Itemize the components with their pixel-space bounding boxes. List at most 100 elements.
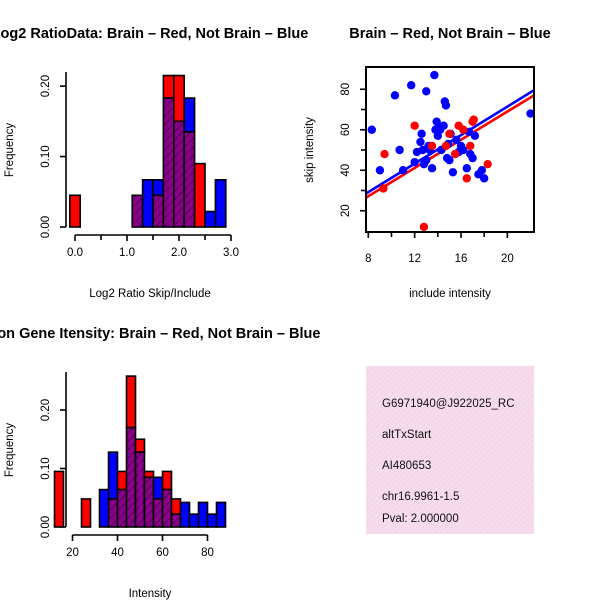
hist3-x-tick-label-2: 60 — [156, 547, 169, 559]
not-brain-point-36 — [468, 153, 477, 163]
ratio-histogram: Log2 RatioData: Brain – Red, Not Brain –… — [0, 26, 308, 300]
hist3-brain-bar-0 — [53, 470, 65, 528]
scatter-x-tick-label-1: 12 — [408, 253, 421, 265]
not-brain-point-43 — [419, 159, 429, 169]
scatter-y-tick-label-3: 80 — [340, 83, 352, 96]
not-brain-point-42 — [398, 166, 408, 175]
not-brain-point-1 — [375, 166, 385, 175]
scatter-plot-frame — [365, 66, 535, 233]
hist3-brain-bar-9 — [134, 438, 146, 453]
not-brain-point-3 — [395, 145, 404, 155]
not-brain-point-5 — [410, 157, 419, 167]
hist3-not-brain-bar-16 — [197, 501, 209, 528]
hist1-brain-bar-10 — [173, 74, 186, 123]
info-event-type: altTxStart — [382, 429, 432, 441]
hist3-overlap-bar-6 — [107, 498, 119, 528]
not-brain-point-40 — [479, 174, 489, 183]
scatter-x-tick-label-3: 20 — [501, 253, 514, 265]
not-brain-point-41 — [526, 109, 534, 118]
not-brain-point-0 — [367, 125, 376, 134]
hist3-y-tick-label-0: 0.00 — [40, 516, 52, 538]
hist3-brain-bar-8 — [125, 375, 137, 429]
hist3-not-brain-bar-15 — [188, 513, 200, 528]
brain-point-9 — [459, 125, 468, 134]
brain-point-3 — [419, 222, 429, 232]
not-brain-point-15 — [430, 70, 439, 80]
hist1-not-brain-bar-11 — [183, 97, 196, 133]
brain-point-7 — [451, 149, 460, 159]
hist1-x-tick-label-2: 2.0 — [171, 247, 187, 259]
hist1-x-tick-label-3: 3.0 — [223, 247, 239, 259]
hist3-not-brain-bar-11 — [152, 476, 164, 500]
not-brain-point-4 — [406, 81, 416, 90]
hist1-x-tick-label-0: 0.0 — [67, 247, 83, 259]
hist1-not-brain-bar-14 — [214, 178, 227, 228]
intensity-scatter: Brain – Red, Not Brain – Blue include in… — [304, 26, 551, 300]
hist3-y-tick-label-1: 0.10 — [40, 457, 52, 479]
brain-point-10 — [462, 174, 471, 183]
ratio-histogram-xlabel: Log2 Ratio Skip/Include — [89, 288, 210, 300]
hist1-y-tick-label-1: 0.10 — [40, 145, 52, 167]
not-brain-point-34 — [462, 164, 471, 173]
hist1-x-tick-label-1: 1.0 — [119, 247, 135, 259]
hist1-y-tick-label-0: 0.00 — [40, 216, 52, 238]
info-pval: Pval: 2.000000 — [382, 513, 459, 525]
hist3-overlap-bar-10 — [143, 476, 155, 528]
hist3-overlap-bar-13 — [170, 513, 182, 528]
not-brain-point-39 — [477, 166, 487, 175]
hist3-not-brain-bar-18 — [215, 501, 227, 528]
brain-point-5 — [441, 141, 451, 151]
intensity-histogram-title: Exon Gene Itensity: Brain – Red, Not Bra… — [0, 326, 320, 342]
intensity-histogram-ylabel: Frequency — [4, 423, 16, 478]
scatter-y-tick-label-2: 60 — [340, 123, 352, 136]
hist1-overlap-bar-8 — [152, 194, 165, 228]
hist3-overlap-bar-11 — [152, 498, 164, 528]
not-brain-point-22 — [439, 121, 448, 130]
scatter-y-tick-label-1: 40 — [340, 164, 352, 177]
hist3-x-tick-label-1: 40 — [111, 547, 124, 559]
hist3-not-brain-bar-6 — [107, 451, 119, 500]
hist1-overlap-bar-9 — [162, 97, 175, 228]
brain-point-2 — [410, 121, 419, 130]
scatter-ylabel: skip intensity — [304, 117, 316, 183]
brain-point-14 — [466, 141, 475, 151]
hist3-y-tick-label-2: 0.20 — [40, 399, 52, 421]
intensity-histogram: Exon Gene Itensity: Brain – Red, Not Bra… — [0, 326, 320, 600]
not-brain-point-2 — [390, 91, 400, 100]
not-brain-point-14 — [427, 164, 437, 173]
hist1-y-tick-label-2: 0.20 — [40, 75, 52, 97]
hist3-brain-bar-7 — [116, 470, 128, 491]
ratio-histogram-ylabel: Frequency — [4, 123, 16, 178]
hist1-overlap-bar-10 — [173, 120, 186, 228]
hist1-not-brain-bar-7 — [141, 178, 154, 228]
info-probe-id: G6971940@J922025_RC — [382, 398, 515, 410]
ratio-histogram-title: Log2 RatioData: Brain – Red, Not Brain –… — [0, 26, 308, 42]
hist1-brain-bar-9 — [162, 74, 175, 99]
brain-point-6 — [445, 129, 454, 139]
brain-point-4 — [427, 141, 437, 151]
not-brain-point-10 — [422, 87, 431, 96]
scatter-xlabel: include intensity — [409, 288, 491, 300]
hist3-not-brain-bar-5 — [98, 488, 110, 528]
hist3-overlap-bar-7 — [116, 488, 128, 528]
hist3-overlap-bar-8 — [125, 426, 137, 528]
not-brain-point-7 — [416, 137, 425, 147]
hist3-x-tick-label-3: 80 — [201, 547, 214, 559]
not-brain-point-8 — [417, 129, 426, 139]
info-location: chr16.9961-1.5 — [382, 491, 459, 503]
not-brain-point-33 — [459, 145, 468, 155]
not-brain-point-28 — [448, 168, 458, 177]
brain-point-12 — [469, 115, 478, 124]
not-brain-point-30 — [452, 135, 461, 145]
hist3-brain-bar-13 — [170, 498, 182, 515]
hist3-not-brain-bar-17 — [206, 513, 218, 528]
info-accession: AI480653 — [382, 460, 431, 472]
hist1-brain-bar-12 — [193, 162, 206, 228]
hist3-not-brain-bar-14 — [179, 501, 191, 528]
scatter-x-tick-label-0: 8 — [365, 253, 371, 265]
brain-point-13 — [483, 159, 492, 169]
hist3-overlap-bar-12 — [161, 488, 173, 528]
hist1-brain-bar-0 — [69, 194, 82, 228]
hist3-overlap-bar-9 — [134, 451, 146, 528]
